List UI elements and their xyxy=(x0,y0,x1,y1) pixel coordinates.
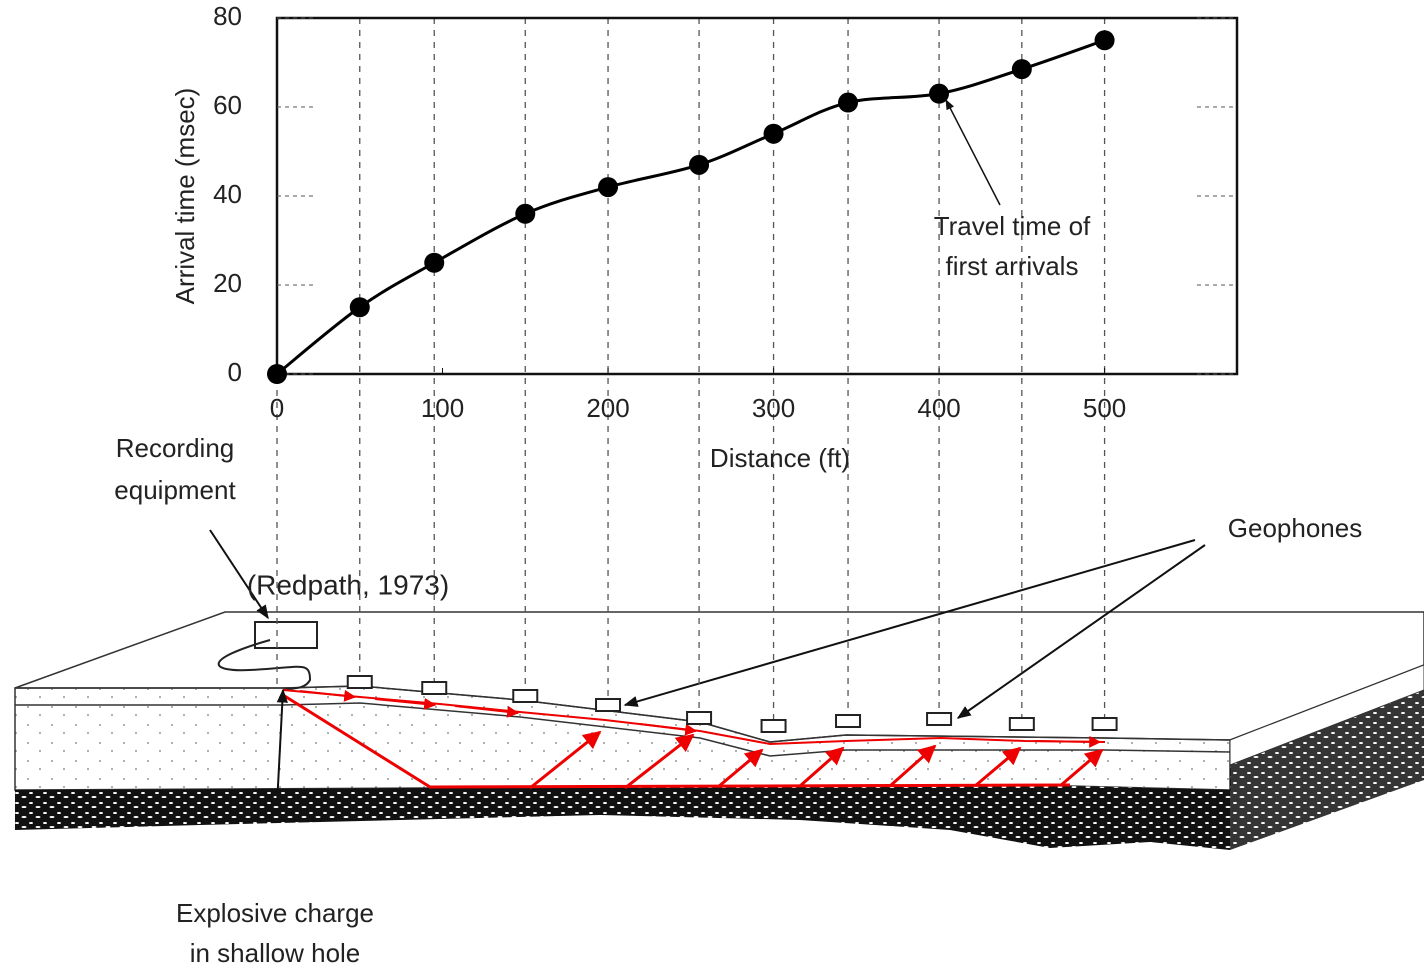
point xyxy=(424,252,445,273)
point xyxy=(838,92,859,113)
direct-wave xyxy=(282,689,1106,746)
x-tick-label: 0 xyxy=(270,393,284,423)
side-top xyxy=(1229,664,1424,766)
geophone xyxy=(346,675,373,689)
plot-frame xyxy=(275,16,1239,376)
geophone xyxy=(595,698,622,712)
source: (Redpath, 1973) xyxy=(247,569,449,600)
y-tick-label: 60 xyxy=(213,90,242,120)
geophone xyxy=(686,711,713,725)
point xyxy=(1094,30,1115,51)
y-tick-label: 80 xyxy=(213,1,242,31)
point xyxy=(349,297,370,318)
geophones-label: Geophones xyxy=(1228,513,1362,543)
geophone-arrow xyxy=(623,539,1196,707)
recording-label: equipment xyxy=(114,475,236,505)
geophone xyxy=(926,712,953,726)
geophone xyxy=(835,714,862,728)
y-tick-label: 20 xyxy=(213,268,242,298)
point xyxy=(763,123,784,144)
x-tick-label: 500 xyxy=(1083,393,1126,423)
y-tick-label: 40 xyxy=(213,179,242,209)
geophone xyxy=(1008,717,1035,731)
charge-label: in shallow hole xyxy=(190,938,361,968)
x-tick-label: 300 xyxy=(752,393,795,423)
geophone xyxy=(421,681,448,695)
geophone xyxy=(1091,717,1118,731)
recording-label: Recording xyxy=(116,433,235,463)
x-axis-title: Distance (ft) xyxy=(710,443,850,473)
x-tick-label: 200 xyxy=(586,393,629,423)
chart: 0 20 40 60 80 0 100 200 300 400 500 Distance (ft) Ar… xyxy=(170,1,1239,473)
charge-arrow xyxy=(276,688,288,806)
y-axis-title: Arrival time (msec) xyxy=(170,88,200,305)
line xyxy=(276,38,1106,376)
point xyxy=(598,177,619,198)
point xyxy=(267,364,287,384)
point xyxy=(929,83,950,104)
annotation-arrow xyxy=(945,99,1001,206)
diagram: Recording equipment Geophones (Redpath, … xyxy=(14,18,1424,968)
cable xyxy=(217,639,312,691)
geophone xyxy=(760,719,787,733)
y-tick-label: 0 xyxy=(228,357,242,387)
annotation: first arrivals xyxy=(946,251,1079,281)
recorder-arrow xyxy=(209,529,269,620)
point xyxy=(515,203,536,224)
recorder xyxy=(254,621,318,649)
point xyxy=(1011,59,1032,80)
x-tick-label: 400 xyxy=(917,393,960,423)
geophone-arrow xyxy=(956,544,1206,719)
bedrock xyxy=(15,786,1230,850)
geophone xyxy=(512,689,539,703)
side-face xyxy=(1230,665,1424,850)
x-tick-label: 100 xyxy=(421,393,464,423)
up-rays xyxy=(529,730,1104,790)
annotation: Travel time of xyxy=(934,211,1091,241)
refracted-wave xyxy=(282,693,1071,789)
surface-arrows xyxy=(299,689,1102,748)
point xyxy=(689,154,710,175)
charge-label: Explosive charge xyxy=(176,898,374,928)
